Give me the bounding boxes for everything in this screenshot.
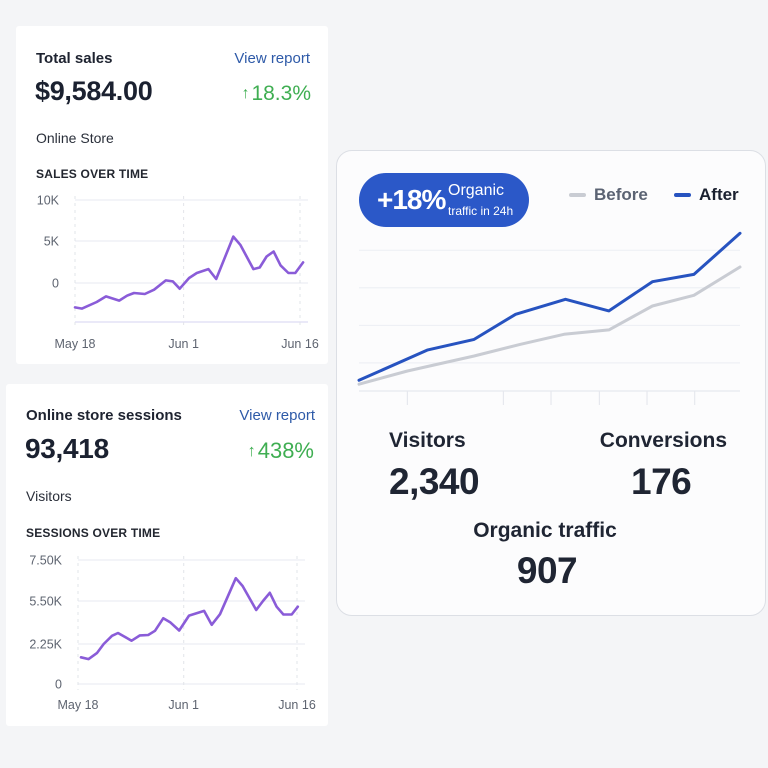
visitors-label: Visitors — [389, 429, 466, 452]
sessions-value: 93,418 — [25, 433, 109, 464]
legend-label: After — [699, 185, 739, 204]
x-tick-label: Jun 1 — [168, 337, 199, 351]
sessions-subtitle: Visitors — [26, 488, 72, 504]
legend-swatch-before — [569, 192, 586, 197]
arrow-up-icon: ↑ — [241, 85, 250, 102]
series-line — [73, 235, 305, 310]
delta-badge: ↑18.3% — [242, 82, 311, 106]
y-tick-label: 5K — [44, 235, 60, 249]
section-heading: SALES OVER TIME — [36, 167, 149, 181]
arrow-up-icon: ↑ — [247, 442, 256, 460]
organic-growth-badge: +18% Organic traffic in 24h — [359, 173, 529, 227]
legend-swatch-after — [674, 192, 691, 197]
visitors-value: 2,340 — [389, 461, 480, 502]
x-tick-label: May 18 — [58, 698, 99, 712]
y-tick-label: 2.25K — [29, 638, 62, 652]
section-heading: SESSIONS OVER TIME — [26, 526, 161, 540]
x-tick-label: Jun 16 — [281, 337, 319, 351]
organic-traffic-label: Organic traffic — [473, 519, 617, 542]
legend-after: After — [674, 185, 739, 205]
organic-traffic-value: 907 — [516, 550, 578, 591]
delta-value: 438% — [257, 438, 314, 463]
x-tick-label: Jun 1 — [168, 698, 199, 712]
y-tick-label: 5.50K — [29, 595, 62, 609]
badge-sublabel: traffic in 24h — [448, 204, 514, 218]
x-tick-label: Jun 16 — [278, 698, 316, 712]
series-line — [79, 576, 300, 661]
total-sales-value: $9,584.00 — [35, 76, 153, 106]
badge-label: Organic — [448, 182, 505, 199]
before-after-line-chart — [357, 231, 742, 405]
y-tick-label: 0 — [55, 678, 62, 692]
online-store-sessions-card: Online store sessions View report 93,418… — [6, 384, 328, 726]
legend-label: Before — [594, 185, 648, 204]
x-tick-label: May 18 — [55, 337, 96, 351]
conversions-label: Conversions — [599, 429, 727, 452]
sales-line-chart: 10K 5K 0 May 18 Jun 1 Jun 16 — [37, 194, 319, 352]
legend-before: Before — [569, 185, 648, 205]
y-tick-label: 0 — [52, 277, 59, 291]
delta-badge: ↑438% — [247, 438, 314, 464]
view-report-link[interactable]: View report — [234, 50, 310, 67]
view-report-link[interactable]: View report — [239, 407, 315, 424]
sessions-line-chart: 7.50K 5.50K 2.25K 0 May 18 Jun 1 Jun 16 — [29, 554, 316, 713]
y-tick-label: 7.50K — [29, 554, 62, 568]
organic-traffic-card: +18% Organic traffic in 24h Before After… — [336, 150, 766, 616]
y-tick-label: 10K — [37, 194, 60, 208]
series-line-after — [357, 231, 742, 382]
badge-percent: +18% — [377, 184, 446, 215]
total-sales-card: Total sales View report $9,584.00 ↑18.3%… — [16, 26, 328, 364]
card-title: Total sales — [36, 50, 113, 67]
card-title: Online store sessions — [26, 407, 182, 424]
delta-value: 18.3% — [251, 82, 311, 105]
channel-label: Online Store — [36, 130, 114, 146]
series-line-before — [357, 265, 742, 386]
conversions-value: 176 — [631, 461, 692, 502]
